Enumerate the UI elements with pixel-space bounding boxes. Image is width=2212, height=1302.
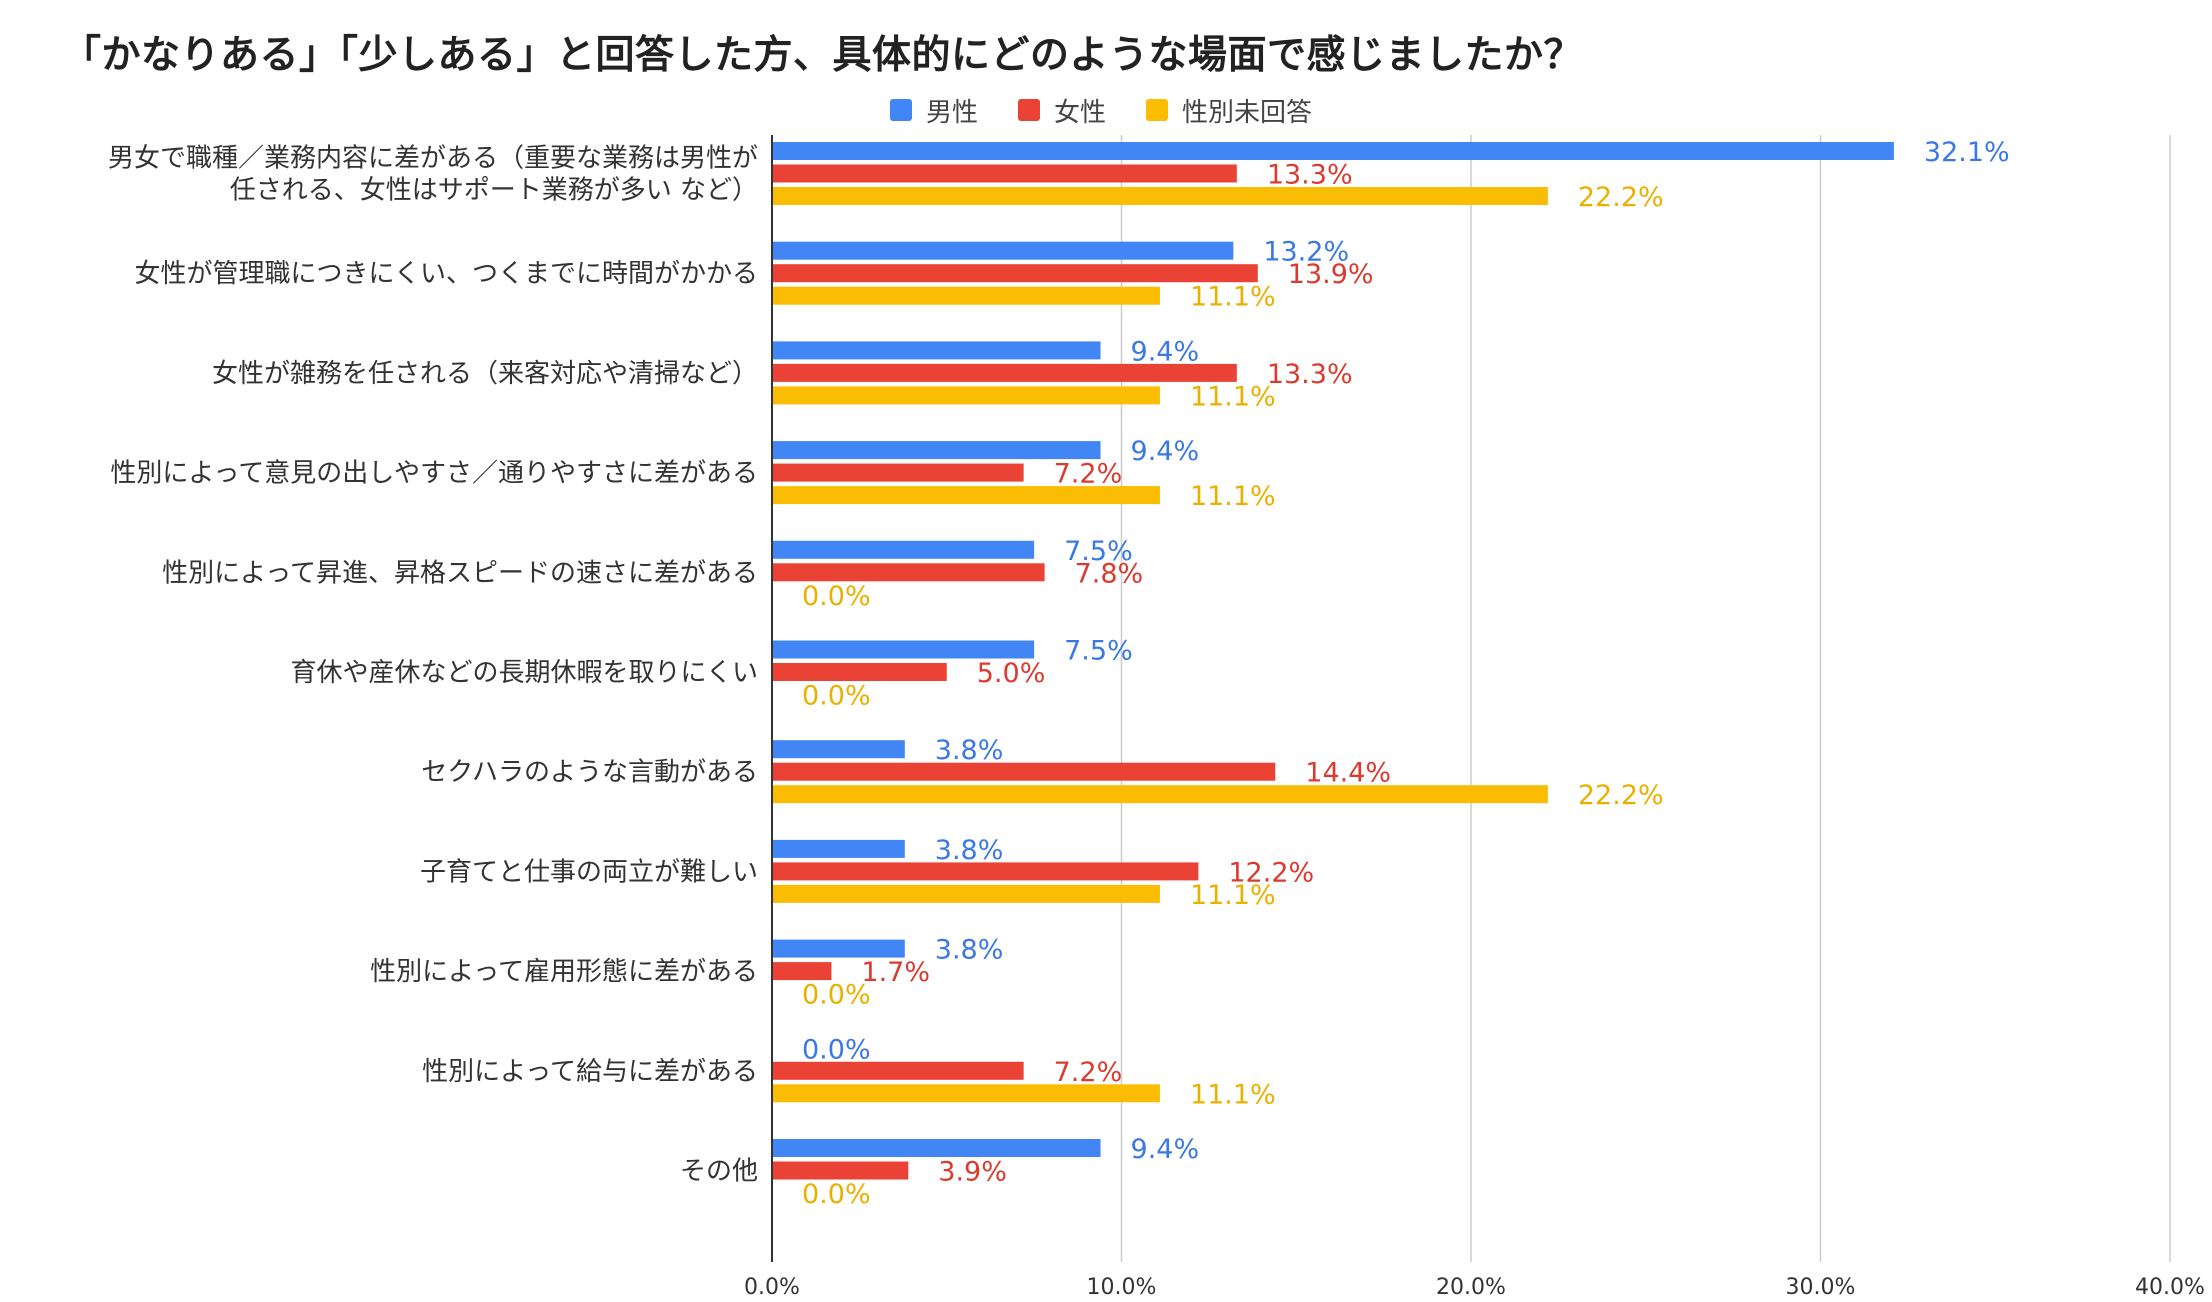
x-tick-label-2: 20.0% — [1436, 1275, 1506, 1300]
bar-male-2 — [772, 341, 1101, 360]
category-label-0-line-1: 任される、女性はサポート業務が多い など） — [230, 176, 758, 206]
value-label-female-2: 13.3% — [1267, 359, 1353, 390]
value-label-male-1: 13.2% — [1263, 237, 1349, 268]
value-label-male-4: 7.5% — [1064, 536, 1133, 567]
value-label-male-8: 3.8% — [935, 935, 1004, 966]
bar-female-1 — [772, 264, 1258, 283]
legend-swatch-unanswered — [1146, 99, 1169, 121]
category-label-9: 性別によって給与に差がある — [422, 1057, 758, 1087]
bar-male-1 — [772, 241, 1234, 260]
category-label-4: 性別によって昇進、昇格スピードの速さに差がある — [162, 558, 758, 588]
value-label-male-5: 7.5% — [1064, 636, 1133, 667]
value-label-female-6: 14.4% — [1305, 758, 1391, 789]
bar-female-8 — [772, 962, 832, 981]
bar-male-7 — [772, 839, 905, 858]
value-label-female-9: 7.2% — [1054, 1057, 1123, 1088]
value-label-female-3: 7.2% — [1054, 459, 1123, 490]
value-label-unanswered-8: 0.0% — [802, 980, 871, 1011]
bar-female-7 — [772, 862, 1199, 881]
value-label-female-10: 3.9% — [938, 1157, 1007, 1188]
legend-item-male[interactable]: 男性 — [890, 92, 978, 129]
value-label-female-0: 13.3% — [1267, 160, 1353, 191]
category-label-1: 女性が管理職につきにくい、つくまでに時間がかかる — [135, 259, 758, 289]
bar-unanswered-9 — [772, 1084, 1160, 1103]
x-tick-label-1: 10.0% — [1087, 1275, 1157, 1300]
legend: 男性 女性 性別未回答 — [890, 88, 1352, 132]
value-label-female-5: 5.0% — [977, 658, 1046, 689]
bar-male-6 — [772, 740, 905, 759]
category-label-2: 女性が雑務を任される（来客対応や清掃など） — [212, 359, 758, 389]
value-label-female-1: 13.9% — [1288, 259, 1374, 290]
value-label-unanswered-10: 0.0% — [802, 1179, 871, 1210]
legend-item-female[interactable]: 女性 — [1018, 92, 1106, 129]
value-label-unanswered-9: 11.1% — [1190, 1079, 1276, 1110]
value-label-male-2: 9.4% — [1131, 336, 1200, 367]
value-label-unanswered-7: 11.1% — [1190, 880, 1276, 911]
value-label-unanswered-0: 22.2% — [1578, 182, 1664, 213]
category-label-0-line-0: 男女で職種／業務内容に差がある（重要な業務は男性が — [108, 144, 758, 174]
value-label-unanswered-6: 22.2% — [1578, 780, 1664, 811]
bar-male-5 — [772, 640, 1035, 659]
category-label-10: その他 — [680, 1157, 758, 1187]
category-label-6: セクハラのような言動がある — [421, 758, 758, 788]
bar-male-8 — [772, 939, 905, 958]
value-label-male-0: 32.1% — [1924, 137, 2010, 168]
bar-female-5 — [772, 663, 947, 681]
bar-male-0 — [772, 142, 1894, 160]
category-label-3: 性別によって意見の出しやすさ／通りやすさに差がある — [110, 459, 758, 489]
x-tick-label-3: 30.0% — [1786, 1275, 1856, 1300]
category-label-7: 子育てと仕事の両立が難しい — [420, 857, 758, 887]
value-label-unanswered-3: 11.1% — [1190, 481, 1276, 512]
chart-title: 「かなりある」「少しある」と回答した方、具体的にどのような場面で感じましたか？ — [62, 33, 1584, 78]
bar-female-3 — [772, 463, 1024, 482]
value-label-female-8: 1.7% — [861, 957, 930, 988]
value-label-female-4: 7.8% — [1075, 558, 1144, 589]
legend-swatch-female — [1018, 99, 1041, 121]
bar-unanswered-2 — [772, 386, 1160, 405]
bar-female-2 — [772, 363, 1237, 382]
legend-item-unanswered[interactable]: 性別未回答 — [1146, 92, 1312, 129]
legend-swatch-male — [890, 99, 912, 121]
value-label-male-9: 0.0% — [802, 1034, 871, 1065]
value-label-female-7: 12.2% — [1228, 857, 1314, 888]
bar-unanswered-6 — [772, 785, 1548, 804]
x-tick-label-4: 40.0% — [2135, 1275, 2205, 1300]
x-tick-label-0: 0.0% — [744, 1275, 800, 1300]
value-label-male-7: 3.8% — [935, 835, 1004, 866]
bar-female-10 — [772, 1161, 909, 1180]
legend-label-female: 女性 — [1054, 97, 1107, 128]
legend-label-male: 男性 — [926, 97, 979, 128]
bar-unanswered-7 — [772, 884, 1160, 903]
bar-female-9 — [772, 1061, 1024, 1080]
category-label-8: 性別によって雇用形態に差がある — [370, 957, 758, 987]
legend-label-unanswered: 性別未回答 — [1182, 97, 1313, 128]
bar-female-6 — [772, 762, 1276, 781]
value-label-unanswered-2: 11.1% — [1190, 381, 1276, 412]
value-label-unanswered-5: 0.0% — [802, 681, 871, 712]
bar-unanswered-3 — [772, 486, 1160, 505]
value-label-unanswered-1: 11.1% — [1190, 282, 1276, 313]
bar-male-10 — [772, 1139, 1101, 1157]
value-label-male-6: 3.8% — [935, 735, 1004, 766]
value-label-male-3: 9.4% — [1131, 436, 1200, 467]
bar-male-3 — [772, 441, 1101, 460]
value-label-unanswered-4: 0.0% — [802, 581, 871, 612]
bar-female-0 — [772, 164, 1237, 183]
bar-unanswered-0 — [772, 187, 1548, 205]
bar-male-4 — [772, 540, 1035, 559]
value-label-male-10: 9.4% — [1131, 1134, 1200, 1165]
category-label-5: 育休や産休などの長期休暇を取りにくい — [291, 658, 758, 688]
bar-female-4 — [772, 563, 1045, 582]
bar-unanswered-1 — [772, 286, 1160, 305]
